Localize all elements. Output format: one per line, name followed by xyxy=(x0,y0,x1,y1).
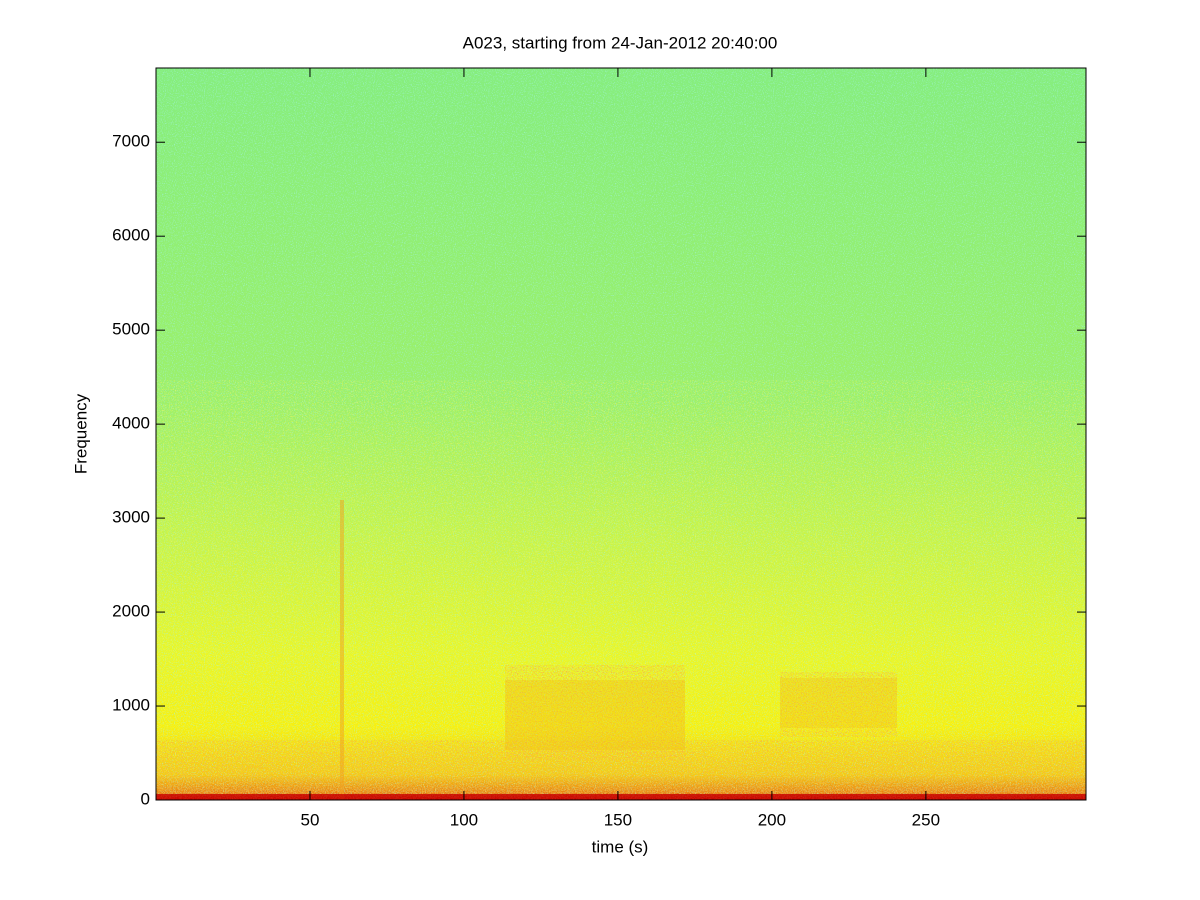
x-tick-label: 100 xyxy=(450,810,478,829)
y-tick-label: 7000 xyxy=(112,132,150,151)
x-tick-label: 150 xyxy=(604,810,632,829)
y-tick-label: 5000 xyxy=(112,320,150,339)
x-tick-label: 250 xyxy=(912,810,940,829)
y-tick-label: 6000 xyxy=(112,226,150,245)
y-tick-label: 1000 xyxy=(112,696,150,715)
spectrogram-band xyxy=(780,678,897,728)
x-axis-label: time (s) xyxy=(592,837,649,856)
y-tick-label: 2000 xyxy=(112,602,150,621)
y-tick-label: 3000 xyxy=(112,508,150,527)
axes-box xyxy=(155,67,1087,801)
spectrogram-floor xyxy=(156,794,1086,800)
spectrogram-image xyxy=(156,68,1086,800)
spectrogram-band xyxy=(780,672,897,737)
x-tick-label: 200 xyxy=(758,810,786,829)
x-tick-label: 50 xyxy=(301,810,320,829)
spectrogram-band xyxy=(505,680,685,750)
chart-title: A023, starting from 24-Jan-2012 20:40:00 xyxy=(463,33,778,52)
spectrogram-band xyxy=(505,665,685,760)
y-tick-label: 4000 xyxy=(112,414,150,433)
spectrogram-streak xyxy=(340,500,344,800)
y-axis-label: Frequency xyxy=(71,393,90,474)
y-tick-label: 0 xyxy=(141,789,150,808)
